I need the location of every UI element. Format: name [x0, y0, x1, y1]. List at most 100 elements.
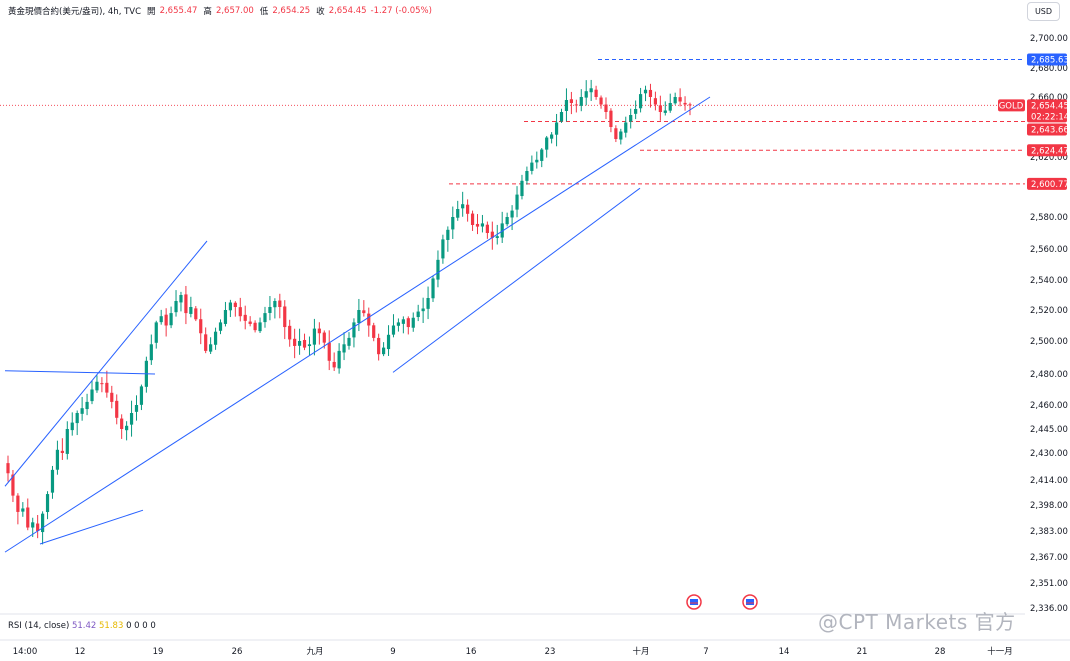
symbol-title[interactable]: 黃金現價合約(美元/盎司), 4h, TVC	[8, 7, 142, 17]
candle	[233, 301, 237, 317]
candle-body	[579, 97, 583, 106]
level-tag-top-text: 2,685.63	[1031, 56, 1069, 66]
candle	[317, 322, 321, 345]
candle-body	[475, 223, 480, 227]
candle-body	[485, 224, 489, 233]
candle-body	[263, 313, 267, 323]
candle	[21, 502, 25, 517]
candle-body	[515, 194, 519, 210]
candle	[515, 186, 519, 218]
candle	[673, 92, 677, 105]
y-tick-label: 2,660.00	[1030, 93, 1068, 103]
candle-body	[199, 319, 203, 334]
candle-body	[243, 314, 247, 321]
candle-body	[643, 89, 648, 94]
candle-body	[554, 122, 559, 135]
candle-body	[139, 386, 144, 405]
candle	[55, 440, 60, 475]
candle	[70, 412, 74, 436]
candle-body	[36, 523, 40, 531]
y-tick-label: 2,560.00	[1030, 245, 1068, 255]
candle	[451, 206, 455, 239]
level-tag-top	[1027, 53, 1067, 66]
candle-body	[386, 334, 391, 350]
candle-body	[248, 321, 252, 324]
candle-body	[60, 450, 64, 453]
candle-body	[599, 97, 603, 105]
candle-body	[129, 413, 134, 425]
y-tick-label: 2,336.00	[1030, 604, 1068, 614]
candle-body	[342, 344, 346, 353]
candle	[115, 394, 119, 425]
candle	[629, 108, 633, 129]
candle-body	[614, 128, 618, 139]
candle-body	[520, 180, 524, 197]
candle	[574, 99, 578, 113]
chart-header: 黃金現價合約(美元/盎司), 4h, TVC 開 2,655.47 高 2,657.…	[8, 4, 432, 18]
candle	[179, 291, 183, 312]
candle-body	[80, 408, 84, 414]
event-flag-icon[interactable]	[742, 594, 758, 610]
level-tag-2-text: 2,624.47	[1031, 146, 1069, 156]
x-tick-label: 14:00	[13, 647, 38, 657]
candle	[347, 332, 351, 350]
candle	[45, 491, 50, 520]
candle	[95, 375, 99, 393]
x-tick-label: 16	[466, 647, 477, 657]
trendline	[4, 370, 156, 375]
candle	[273, 298, 277, 319]
candle	[357, 298, 361, 332]
candle	[688, 102, 692, 116]
y-tick-label: 2,430.00	[1030, 449, 1068, 459]
candle-body	[253, 322, 257, 331]
candle-body	[540, 149, 544, 161]
candle	[559, 108, 564, 123]
candle	[604, 97, 608, 120]
y-tick-label: 2,414.00	[1030, 476, 1068, 486]
candle-body	[322, 332, 326, 343]
countdown-text: 02:22:14	[1031, 112, 1069, 122]
candle-body	[421, 308, 425, 312]
candle	[248, 316, 252, 327]
candle-body	[426, 298, 430, 309]
candle-body	[381, 347, 386, 355]
event-flag-icon[interactable]	[686, 594, 702, 610]
candle	[421, 297, 425, 323]
candle-body	[273, 301, 277, 308]
candle-body	[21, 508, 25, 512]
x-tick-label: 21	[857, 647, 868, 657]
candle-body	[189, 307, 193, 314]
candle	[564, 88, 569, 122]
candle	[268, 295, 272, 321]
candle	[396, 318, 401, 332]
candle	[80, 396, 84, 421]
candle	[401, 316, 405, 334]
candle-body	[431, 278, 435, 299]
candle-body	[75, 413, 79, 424]
candle-body	[624, 122, 628, 133]
candle	[149, 334, 153, 365]
candle	[683, 96, 687, 111]
candle-body	[179, 295, 183, 303]
candle	[545, 135, 549, 158]
candle-body	[619, 131, 623, 140]
candle	[480, 214, 485, 233]
candle	[500, 211, 504, 243]
candle	[134, 395, 139, 421]
currency-button[interactable]: USD	[1027, 2, 1060, 21]
candle	[327, 330, 331, 371]
candle-body	[238, 307, 242, 317]
candle-body	[638, 94, 643, 109]
x-tick-label: 19	[153, 647, 164, 657]
candle	[263, 306, 267, 328]
candle	[144, 356, 148, 393]
candle	[594, 85, 598, 100]
rsi-indicator-legend[interactable]: RSI (14, close) 51.42 51.83 0 0 0 0	[8, 621, 156, 631]
candle-body	[293, 338, 297, 346]
candle-body	[411, 317, 415, 328]
candle-body	[396, 322, 401, 326]
candle-body	[584, 91, 588, 98]
candle	[85, 393, 89, 416]
candle	[569, 91, 573, 115]
